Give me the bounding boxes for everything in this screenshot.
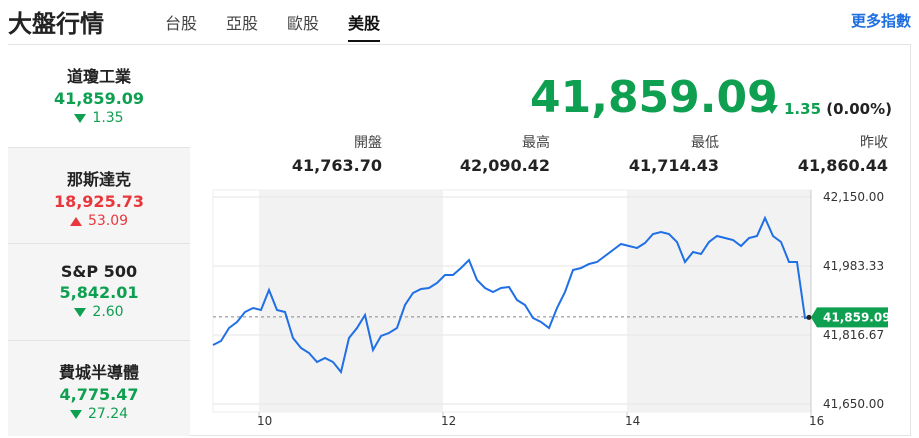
price-line	[212, 215, 810, 375]
last-point	[806, 314, 812, 320]
index-value: 4,775.47	[59, 385, 139, 404]
x-tick-label: 10	[257, 414, 272, 428]
tab[interactable]: 台股	[165, 14, 198, 33]
index-change: 1.35	[8, 110, 190, 126]
stat-label: 昨收	[860, 135, 888, 151]
direction-icon	[74, 307, 87, 317]
index-name: 費城半導體	[58, 363, 139, 382]
direction-icon	[74, 113, 87, 123]
change: 1.35	[92, 110, 124, 126]
change-pct: (0.00%)	[826, 100, 892, 118]
index-item[interactable]: 那斯達克 18,925.73 53.09	[8, 147, 190, 243]
stat-value: 41,763.70	[291, 156, 382, 175]
session-band	[627, 190, 811, 412]
index-change: 2.60	[8, 304, 190, 320]
change: 2.60	[92, 304, 124, 320]
index-change: 27.24	[8, 406, 190, 422]
stat-value: 42,090.42	[459, 156, 550, 175]
widget-title: 大盤行情	[8, 10, 104, 38]
stat: 昨收 41,860.44	[738, 132, 888, 175]
change: 1.35	[784, 100, 822, 118]
stat-label: 開盤	[354, 135, 382, 151]
value-tag	[811, 307, 888, 328]
y-tick-label: 41,816.67	[823, 328, 884, 342]
index-value: 18,925.73	[53, 192, 145, 211]
index-change: 53.09	[8, 213, 190, 229]
index-name: S&P 500	[60, 262, 138, 281]
stat: 最低 41,714.43	[569, 132, 719, 175]
quote-change: 1.35 (0.00%)	[766, 100, 892, 118]
index-item[interactable]: S&P 500 5,842.01 2.60	[8, 243, 190, 340]
more-link[interactable]: 更多指數	[850, 12, 911, 30]
index-value: 41,859.09	[53, 89, 145, 108]
y-tick-label: 42,150.00	[823, 190, 884, 204]
y-tick-label: 41,650.00	[823, 397, 884, 411]
stat-value: 41,860.44	[797, 156, 888, 175]
tab[interactable]: 歐股	[287, 14, 320, 33]
direction-icon	[766, 105, 778, 114]
change: 53.09	[87, 213, 129, 229]
direction-icon	[69, 216, 82, 226]
session-band	[259, 190, 443, 412]
x-tick-label: 14	[625, 414, 640, 428]
x-tick-label: 12	[441, 414, 456, 428]
index-item[interactable]: 費城半導體 4,775.47 27.24	[8, 340, 190, 436]
x-tick-label: 16	[809, 414, 824, 428]
y-tick-label: 41,983.33	[823, 259, 884, 273]
index-value: 5,842.01	[59, 283, 139, 302]
change: 27.24	[87, 406, 129, 422]
stat-label: 最低	[691, 135, 719, 151]
stat-value: 41,714.43	[628, 156, 719, 175]
tab[interactable]: 亞股	[226, 14, 259, 33]
tab[interactable]: 美股	[348, 10, 381, 42]
value-tag-label: 41,859.09	[823, 310, 891, 324]
stat: 開盤 41,763.70	[232, 132, 382, 175]
index-name: 道瓊工業	[66, 67, 131, 86]
stat-label: 最高	[522, 135, 550, 151]
index-item[interactable]: 道瓊工業 41,859.09 1.35	[8, 45, 190, 147]
quote-value: 41,859.09	[530, 72, 778, 123]
index-name: 那斯達克	[66, 170, 131, 189]
stat: 最高 42,090.42	[400, 132, 550, 175]
direction-icon	[69, 409, 82, 419]
